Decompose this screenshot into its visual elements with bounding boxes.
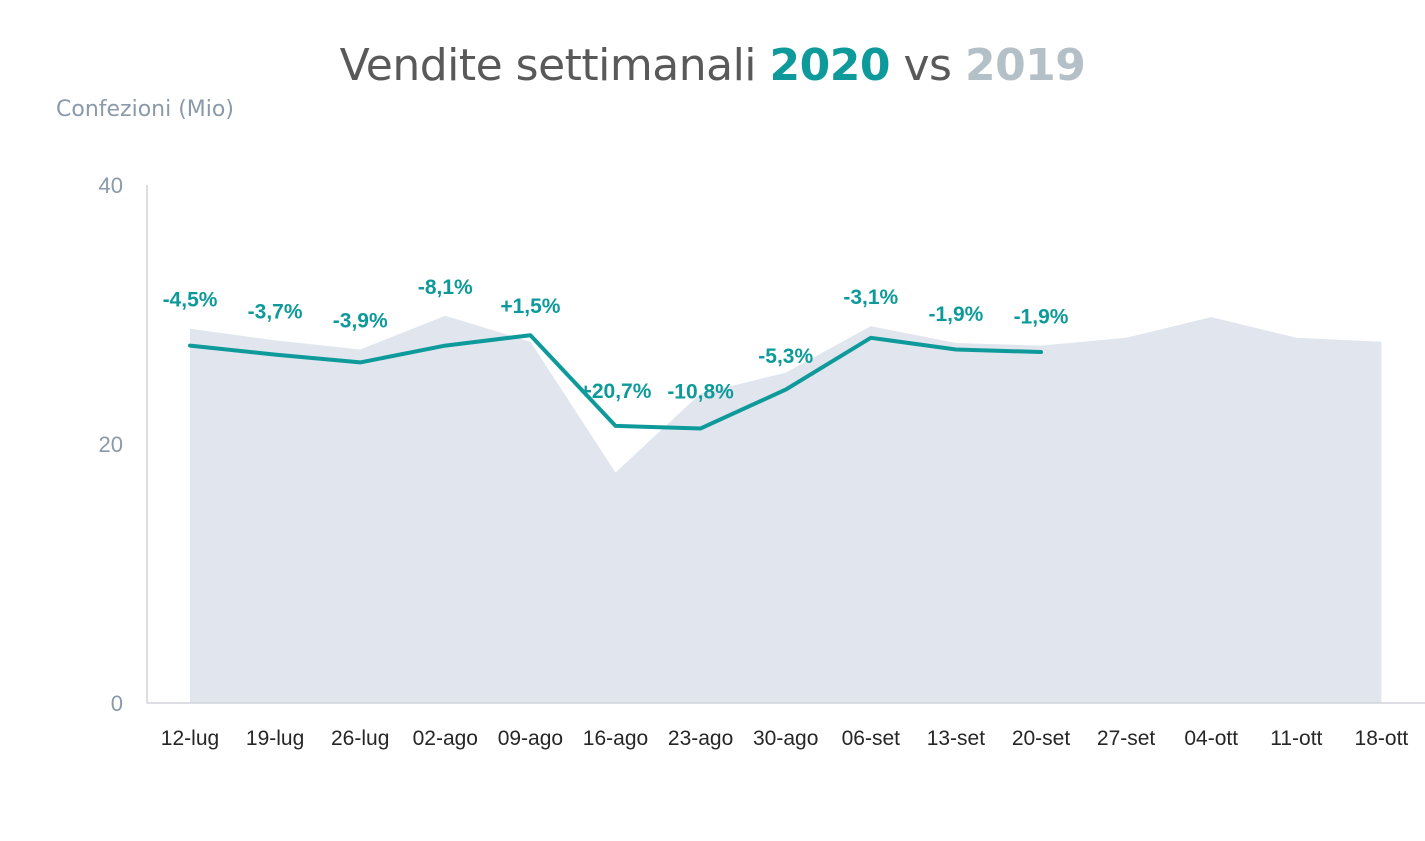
x-tick-23-ago: 23-ago [668, 727, 733, 750]
x-tick-16-ago: 16-ago [583, 727, 648, 750]
chart-title-vs: vs [903, 40, 952, 91]
data-label-09-ago: +1,5% [500, 295, 560, 318]
x-tick-18-ott: 18-ott [1355, 727, 1409, 750]
data-label-23-ago: -10,8% [667, 380, 734, 403]
chart-title-year-2020: 2020 [769, 40, 891, 91]
series-2019-layer [190, 315, 1382, 703]
data-label-13-set: -1,9% [928, 303, 983, 326]
data-label-16-ago: +20,7% [580, 380, 652, 403]
y-tick-20: 20 [99, 432, 123, 457]
x-tick-20-set: 20-set [1012, 727, 1071, 750]
x-tick-27-set: 27-set [1097, 727, 1156, 750]
x-tick-02-ago: 02-ago [413, 727, 478, 750]
chart-title-year-2019: 2019 [964, 40, 1086, 91]
x-tick-12-lug: 12-lug [161, 727, 219, 750]
x-tick-19-lug: 19-lug [246, 727, 304, 750]
y-tick-0: 0 [111, 691, 123, 716]
x-tick-04-ott: 04-ott [1184, 727, 1238, 750]
x-tick-26-lug: 26-lug [331, 727, 389, 750]
data-label-30-ago: -5,3% [758, 345, 813, 368]
data-label-20-set: -1,9% [1014, 306, 1069, 329]
x-tick-11-ott: 11-ott [1270, 727, 1322, 750]
data-label-02-ago: -8,1% [418, 276, 473, 299]
data-label-06-set: -3,1% [843, 286, 898, 309]
y-tick-40: 40 [99, 173, 123, 198]
x-tick-13-set: 13-set [927, 727, 986, 750]
data-labels-layer: -4,5% -3,7% -3,9% -8,1% +1,5% +20,7% -10,8% -5,… [163, 276, 1069, 404]
x-tick-30-ago: 30-ago [753, 727, 818, 750]
data-label-19-lug: -3,7% [248, 300, 303, 323]
series-2019-area [190, 315, 1382, 703]
data-label-26-lug: -3,9% [333, 309, 388, 332]
axes-layer [146, 185, 1425, 704]
ticks-layer: 0 20 40 12-lug 19-lug 26-lug 02-ago 09-ago 16-ag… [99, 173, 1409, 750]
y-axis-label: Confezioni (Mio) [56, 97, 234, 122]
series-2020-layer [188, 333, 1043, 431]
x-tick-06-set: 06-set [842, 727, 901, 750]
x-tick-09-ago: 09-ago [498, 727, 563, 750]
chart-title: Vendite settimanali 2020 vs 2019 [0, 40, 1425, 91]
chart-title-prefix: Vendite settimanali [339, 40, 757, 91]
data-label-12-lug: -4,5% [163, 289, 218, 312]
series-2020-line [188, 333, 1043, 431]
